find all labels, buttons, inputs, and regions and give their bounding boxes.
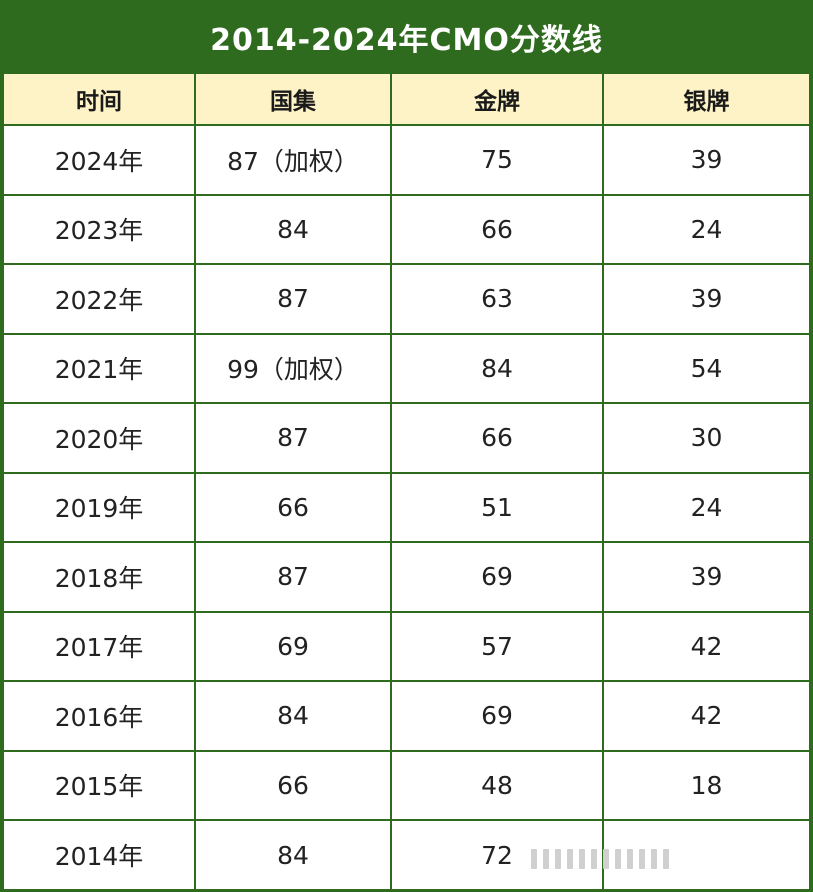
table-row: 2022年 87 63 39 (4, 265, 809, 335)
cell-silver: 39 (604, 265, 809, 335)
watermark-glyph (615, 849, 621, 869)
cell-year: 2019年 (4, 473, 196, 543)
cell-gold: 69 (392, 682, 604, 752)
cell-silver: 24 (604, 195, 809, 265)
cell-silver: 39 (604, 126, 809, 196)
watermark-glyph (651, 849, 657, 869)
cell-national-team: 87 (196, 404, 392, 474)
watermark-glyph (663, 849, 669, 869)
cell-year: 2018年 (4, 543, 196, 613)
cell-gold: 69 (392, 543, 604, 613)
cell-silver: 30 (604, 404, 809, 474)
table-row: 2015年 66 48 18 (4, 751, 809, 821)
table-header-row: 时间 国集 金牌 银牌 (4, 74, 809, 126)
cell-gold: 84 (392, 334, 604, 404)
cell-gold: 57 (392, 612, 604, 682)
table-row: 2018年 87 69 39 (4, 543, 809, 613)
cell-year: 2021年 (4, 334, 196, 404)
cell-silver: 24 (604, 473, 809, 543)
cell-gold: 63 (392, 265, 604, 335)
watermark-glyph (639, 849, 645, 869)
cell-national-team: 66 (196, 751, 392, 821)
table-row: 2020年 87 66 30 (4, 404, 809, 474)
watermark-glyph (567, 849, 573, 869)
header-year: 时间 (4, 74, 196, 126)
watermark-glyph (543, 849, 549, 869)
table-row: 2014年 84 72 (4, 821, 809, 889)
header-silver: 银牌 (604, 74, 809, 126)
cell-national-team: 66 (196, 473, 392, 543)
cell-gold: 66 (392, 195, 604, 265)
cell-national-team: 87 (196, 543, 392, 613)
watermark-glyph (627, 849, 633, 869)
cell-year: 2020年 (4, 404, 196, 474)
cell-national-team: 84 (196, 821, 392, 889)
cell-year: 2022年 (4, 265, 196, 335)
cell-national-team: 84 (196, 195, 392, 265)
table-row: 2017年 69 57 42 (4, 612, 809, 682)
header-national-team: 国集 (196, 74, 392, 126)
cell-year: 2015年 (4, 751, 196, 821)
cell-year: 2017年 (4, 612, 196, 682)
cell-year: 2023年 (4, 195, 196, 265)
watermark-glyph (591, 849, 597, 869)
watermark-glyph (555, 849, 561, 869)
table-row: 2023年 84 66 24 (4, 195, 809, 265)
watermark-glyph (603, 849, 609, 869)
watermark-glyph (531, 849, 537, 869)
cell-silver: 42 (604, 612, 809, 682)
table-row: 2021年 99（加权） 84 54 (4, 334, 809, 404)
cell-year: 2024年 (4, 126, 196, 196)
cell-gold: 48 (392, 751, 604, 821)
header-gold: 金牌 (392, 74, 604, 126)
table-row: 2024年 87（加权） 75 39 (4, 126, 809, 196)
cell-silver (604, 821, 809, 889)
cell-gold: 51 (392, 473, 604, 543)
cell-national-team: 87（加权） (196, 126, 392, 196)
cell-year: 2016年 (4, 682, 196, 752)
table-title: 2014-2024年CMO分数线 (210, 23, 603, 58)
cmo-score-table: 时间 国集 金牌 银牌 2024年 87（加权） 75 39 2023年 84 … (4, 74, 809, 889)
cell-silver: 54 (604, 334, 809, 404)
table-row: 2019年 66 51 24 (4, 473, 809, 543)
cell-gold: 66 (392, 404, 604, 474)
cell-national-team: 87 (196, 265, 392, 335)
watermark-glyph (579, 849, 585, 869)
cell-national-team: 99（加权） (196, 334, 392, 404)
cell-year: 2014年 (4, 821, 196, 889)
cell-gold: 75 (392, 126, 604, 196)
cell-silver: 39 (604, 543, 809, 613)
cell-national-team: 84 (196, 682, 392, 752)
cell-silver: 18 (604, 751, 809, 821)
watermark-overlay (531, 848, 761, 870)
table-row: 2016年 84 69 42 (4, 682, 809, 752)
cell-silver: 42 (604, 682, 809, 752)
cell-national-team: 69 (196, 612, 392, 682)
